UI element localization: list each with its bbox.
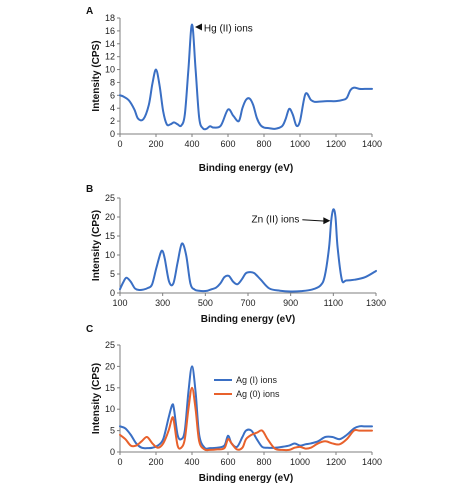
x-tick-label: 900 (283, 298, 298, 308)
x-tick-label: 600 (220, 139, 235, 149)
x-tick-label: 800 (256, 139, 271, 149)
y-tick-label: 10 (105, 404, 115, 414)
legend-label: Ag (0) ions (236, 389, 280, 399)
chart-panel-b: B 0 5 10 15 20 25 100 300 500 700 900 1100 1300 Bindin… (86, 184, 386, 325)
y-tick-label: 20 (105, 212, 115, 222)
y-tick-label: 10 (105, 250, 115, 260)
x-tick-label: 300 (155, 298, 170, 308)
x-tick-label: 0 (117, 139, 122, 149)
x-tick-label: 1300 (366, 298, 386, 308)
x-tick-label: 400 (184, 139, 199, 149)
y-axis-title: Intensity (CPS) (91, 210, 102, 281)
x-tick-label: 1100 (324, 298, 343, 308)
x-tick-label: 700 (240, 298, 255, 308)
series-line (119, 23, 373, 131)
y-tick-label: 16 (105, 26, 115, 36)
y-tick-label: 0 (110, 288, 115, 298)
y-tick-label: 4 (110, 103, 115, 113)
y-axis-title: Intensity (CPS) (91, 40, 102, 111)
x-tick-label: 1000 (290, 457, 310, 467)
x-tick-label: 1200 (326, 457, 346, 467)
x-tick-label: 100 (112, 298, 127, 308)
y-tick-label: 2 (110, 116, 115, 126)
x-tick-label: 200 (148, 457, 163, 467)
x-axis-title: Binding energy (eV) (199, 473, 293, 484)
y-tick-label: 15 (105, 231, 115, 241)
x-tick-label: 1400 (362, 457, 382, 467)
y-tick-label: 0 (110, 447, 115, 457)
x-tick-label: 800 (256, 457, 271, 467)
y-tick-label: 8 (110, 77, 115, 87)
x-tick-label: 1200 (326, 139, 346, 149)
annotation-arrow-head (323, 217, 331, 225)
y-tick-label: 5 (110, 426, 115, 436)
y-axis-title: Intensity (CPS) (91, 363, 102, 434)
y-tick-label: 6 (110, 90, 115, 100)
y-tick-label: 14 (105, 39, 115, 49)
y-tick-label: 15 (105, 383, 115, 393)
panel-letter: C (86, 324, 93, 335)
panel-letter: B (86, 184, 93, 195)
x-axis-title: Binding energy (eV) (201, 314, 295, 325)
annotation-arrow-head (195, 23, 202, 31)
y-tick-label: 20 (105, 361, 115, 371)
legend-label: Ag (I) ions (236, 375, 278, 385)
chart-panel-c: C 0 5 10 15 20 25 0 200 400 600 800 1000 1200 1400 Bind… (86, 324, 382, 484)
x-tick-label: 200 (148, 139, 163, 149)
y-tick-label: 12 (105, 52, 115, 62)
x-tick-label: 0 (117, 457, 122, 467)
y-tick-label: 18 (105, 13, 115, 23)
y-tick-label: 10 (105, 65, 115, 75)
x-tick-label: 500 (198, 298, 213, 308)
y-tick-label: 25 (105, 193, 115, 203)
chart-panel-a: A 0 2 4 6 8 10 12 14 16 18 0 200 400 600 800 1000 1200 140… (86, 6, 382, 174)
x-axis-title: Binding energy (eV) (199, 163, 293, 174)
x-tick-label: 1400 (362, 139, 382, 149)
panel-letter: A (86, 6, 93, 17)
y-tick-label: 0 (110, 129, 115, 139)
x-tick-label: 600 (220, 457, 235, 467)
y-tick-label: 5 (110, 269, 115, 279)
x-tick-label: 1000 (290, 139, 310, 149)
x-tick-label: 400 (184, 457, 199, 467)
annotation-label: Zn (II) ions (252, 215, 300, 226)
annotation-arrow-line (302, 219, 328, 222)
y-tick-label: 25 (105, 340, 115, 350)
annotation-label: Hg (II) ions (204, 24, 253, 35)
series-line-ag-0-ions (119, 386, 373, 452)
series-line (119, 208, 377, 293)
